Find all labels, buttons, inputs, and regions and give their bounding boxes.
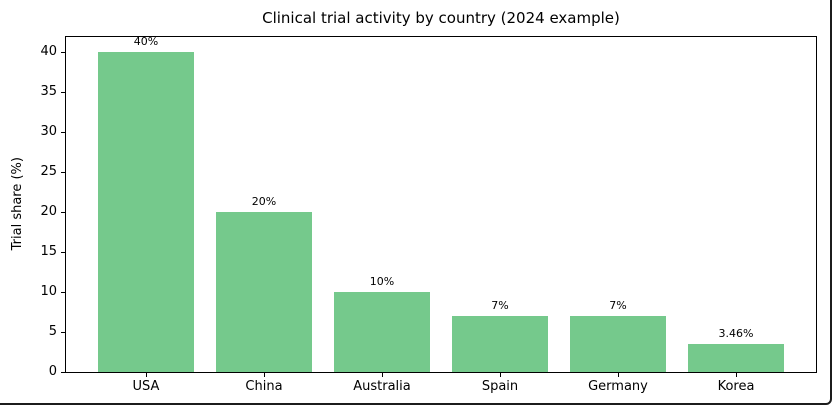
y-tick-label: 20 [40,204,57,219]
bar-value-label: 20% [251,195,277,208]
bar [570,316,666,372]
x-tick-label: Korea [717,379,755,394]
bar [334,292,430,372]
y-tick-mark [61,132,65,133]
x-tick-label: USA [132,379,160,394]
y-tick-label: 15 [40,244,57,259]
y-tick-label: 10 [40,284,57,299]
bar [452,316,548,372]
bar-value-label: 10% [369,275,395,288]
y-tick-label: 30 [40,124,57,139]
y-tick-label: 25 [40,164,57,179]
x-tick-mark [618,373,619,377]
x-tick-label: China [245,379,283,394]
y-tick-mark [61,52,65,53]
x-tick-mark [736,373,737,377]
y-tick-mark [61,92,65,93]
y-tick-label: 40 [40,44,57,59]
bar-value-label: 40% [133,35,159,48]
bar [216,212,312,372]
bar [98,52,194,372]
x-tick-mark [146,373,147,377]
y-tick-mark [61,292,65,293]
y-tick-label: 35 [40,84,57,99]
x-tick-mark [382,373,383,377]
bar [688,344,784,372]
bar-value-label: 7% [491,299,509,312]
chart-title: Clinical trial activity by country (2024… [262,9,620,27]
y-tick-mark [61,252,65,253]
y-tick-mark [61,212,65,213]
y-tick-mark [61,372,65,373]
x-tick-label: Spain [481,379,519,394]
y-tick-mark [61,332,65,333]
x-tick-mark [500,373,501,377]
x-tick-mark [264,373,265,377]
bar-value-label: 3.46% [718,327,754,341]
y-tick-label: 5 [48,324,57,339]
y-tick-mark [61,172,65,173]
bar-value-label: 7% [609,299,627,312]
y-tick-label: 0 [48,364,57,379]
x-tick-label: Australia [353,379,411,394]
x-tick-label: Germany [588,379,648,394]
